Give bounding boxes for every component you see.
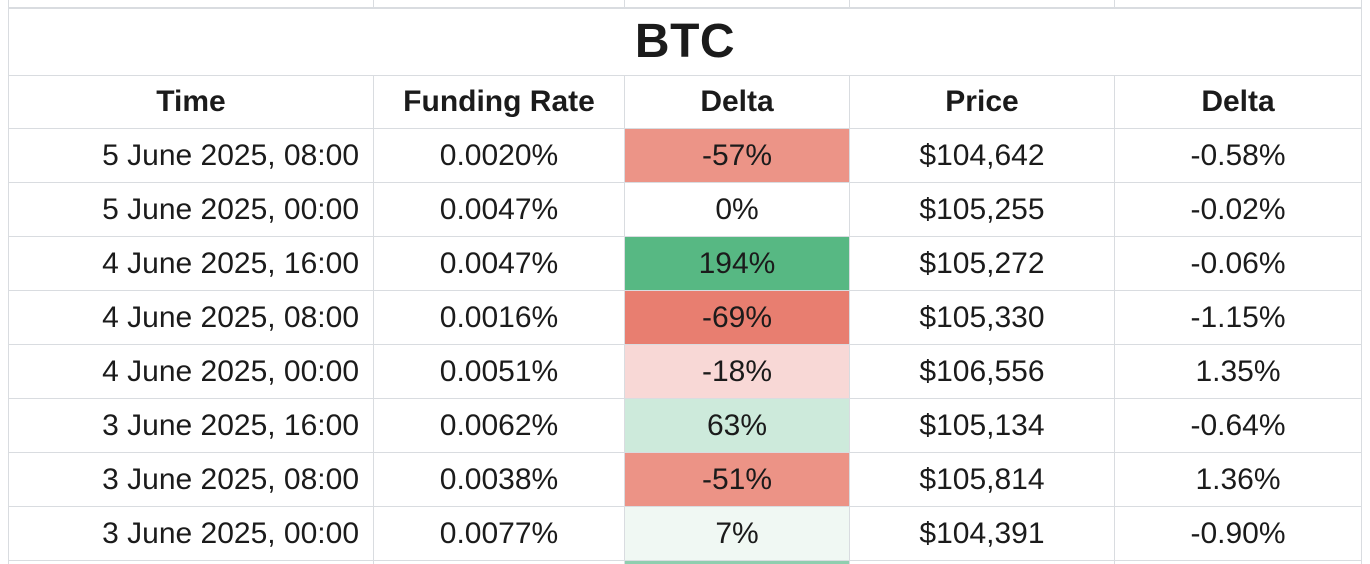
btc-funding-table: BTC Time Funding Rate Delta Price Delta … [8, 8, 1362, 564]
cell-price-delta[interactable]: -0.90% [1115, 507, 1361, 561]
cell-price[interactable]: $105,255 [850, 183, 1115, 237]
header-row: Time Funding Rate Delta Price Delta [9, 76, 1361, 129]
table-row: 3 June 2025, 00:00 0.0077% 7% $104,391 -… [9, 507, 1361, 561]
cell-funding-rate[interactable]: 0.0051% [374, 345, 625, 399]
partial-next-row [9, 561, 1361, 564]
cell-price-delta[interactable]: -0.64% [1115, 399, 1361, 453]
cell-funding-rate[interactable]: 0.0047% [374, 237, 625, 291]
cell-funding-rate[interactable]: 0.0077% [374, 507, 625, 561]
sliver-cell [374, 0, 625, 8]
table-row: 3 June 2025, 16:00 0.0062% 63% $105,134 … [9, 399, 1361, 453]
cell-time[interactable]: 5 June 2025, 08:00 [9, 129, 374, 183]
partial-delta-cell [625, 561, 850, 564]
table-row: 5 June 2025, 08:00 0.0020% -57% $104,642… [9, 129, 1361, 183]
cell-time[interactable]: 5 June 2025, 00:00 [9, 183, 374, 237]
cell-funding-delta[interactable]: 7% [625, 507, 850, 561]
header-cell-price[interactable]: Price [850, 76, 1115, 129]
header-cell-price-delta[interactable]: Delta [1115, 76, 1361, 129]
partial-time-cell [9, 561, 374, 564]
cell-funding-delta[interactable]: -18% [625, 345, 850, 399]
cell-price-delta[interactable]: -0.06% [1115, 237, 1361, 291]
header-cell-time[interactable]: Time [9, 76, 374, 129]
cell-price[interactable]: $105,814 [850, 453, 1115, 507]
table-body: 5 June 2025, 08:00 0.0020% -57% $104,642… [9, 129, 1361, 561]
partial-price-cell [850, 561, 1115, 564]
title-row: BTC [9, 9, 1361, 76]
partial-funding-rate-cell [374, 561, 625, 564]
header-cell-funding-delta[interactable]: Delta [625, 76, 850, 129]
cell-time[interactable]: 3 June 2025, 08:00 [9, 453, 374, 507]
cell-price[interactable]: $106,556 [850, 345, 1115, 399]
cell-funding-rate[interactable]: 0.0016% [374, 291, 625, 345]
cell-funding-delta[interactable]: 63% [625, 399, 850, 453]
cell-price-delta[interactable]: 1.36% [1115, 453, 1361, 507]
cell-price[interactable]: $105,134 [850, 399, 1115, 453]
cell-funding-delta[interactable]: -69% [625, 291, 850, 345]
cell-time[interactable]: 3 June 2025, 00:00 [9, 507, 374, 561]
cell-price[interactable]: $104,642 [850, 129, 1115, 183]
table-row: 4 June 2025, 08:00 0.0016% -69% $105,330… [9, 291, 1361, 345]
top-row-sliver [8, 0, 1362, 8]
cell-funding-rate[interactable]: 0.0062% [374, 399, 625, 453]
table-row: 4 June 2025, 16:00 0.0047% 194% $105,272… [9, 237, 1361, 291]
cell-price-delta[interactable]: -0.58% [1115, 129, 1361, 183]
cell-price-delta[interactable]: -1.15% [1115, 291, 1361, 345]
cell-funding-delta[interactable]: 194% [625, 237, 850, 291]
cell-time[interactable]: 4 June 2025, 16:00 [9, 237, 374, 291]
cell-time[interactable]: 3 June 2025, 16:00 [9, 399, 374, 453]
cell-funding-rate[interactable]: 0.0047% [374, 183, 625, 237]
table-row: 5 June 2025, 00:00 0.0047% 0% $105,255 -… [9, 183, 1361, 237]
cell-funding-rate[interactable]: 0.0020% [374, 129, 625, 183]
table-title-cell[interactable]: BTC [9, 9, 1361, 76]
sliver-cell [625, 0, 850, 8]
cell-price-delta[interactable]: -0.02% [1115, 183, 1361, 237]
cell-funding-delta[interactable]: -51% [625, 453, 850, 507]
cell-price[interactable]: $104,391 [850, 507, 1115, 561]
cell-funding-delta[interactable]: -57% [625, 129, 850, 183]
sliver-cell [1115, 0, 1362, 8]
cell-time[interactable]: 4 June 2025, 08:00 [9, 291, 374, 345]
cell-price[interactable]: $105,272 [850, 237, 1115, 291]
header-cell-funding-rate[interactable]: Funding Rate [374, 76, 625, 129]
sliver-cell [9, 0, 374, 8]
table-row: 4 June 2025, 00:00 0.0051% -18% $106,556… [9, 345, 1361, 399]
cell-funding-delta[interactable]: 0% [625, 183, 850, 237]
cell-price-delta[interactable]: 1.35% [1115, 345, 1361, 399]
sliver-cell [850, 0, 1115, 8]
cell-funding-rate[interactable]: 0.0038% [374, 453, 625, 507]
cell-time[interactable]: 4 June 2025, 00:00 [9, 345, 374, 399]
table-row: 3 June 2025, 08:00 0.0038% -51% $105,814… [9, 453, 1361, 507]
cell-price[interactable]: $105,330 [850, 291, 1115, 345]
